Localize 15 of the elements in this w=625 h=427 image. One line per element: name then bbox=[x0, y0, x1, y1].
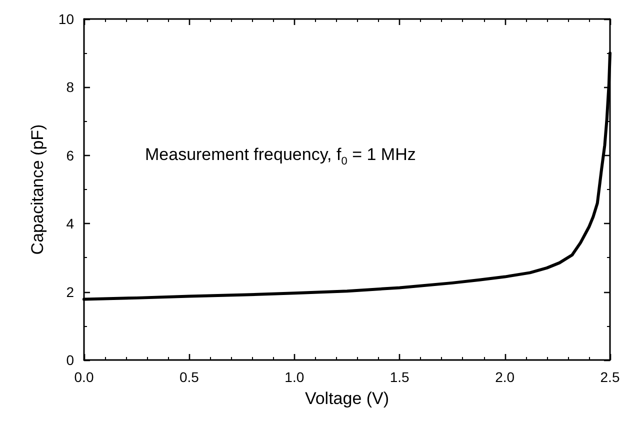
x-tick-label: 0.0 bbox=[74, 369, 94, 385]
y-tick-label: 10 bbox=[58, 11, 74, 27]
y-tick-label: 0 bbox=[66, 352, 74, 368]
y-axis-title: Capacitance (pF) bbox=[28, 124, 47, 255]
x-axis-title: Voltage (V) bbox=[304, 389, 390, 408]
x-tick-label: 2.5 bbox=[600, 369, 620, 385]
x-tick-label: 0.5 bbox=[179, 369, 200, 385]
x-tick-label: 1.5 bbox=[390, 369, 410, 385]
y-tick-label: 8 bbox=[66, 79, 74, 96]
x-tick-label: 2.0 bbox=[495, 369, 515, 385]
y-tick-label: 6 bbox=[66, 147, 74, 164]
annotation: Measurement frequency, f$_{0}$ = 1 MHz bbox=[145, 145, 416, 168]
y-tick-label: 4 bbox=[66, 216, 74, 232]
y-tick-label: 2 bbox=[66, 284, 74, 300]
x-tick-label: 1.0 bbox=[284, 369, 304, 385]
